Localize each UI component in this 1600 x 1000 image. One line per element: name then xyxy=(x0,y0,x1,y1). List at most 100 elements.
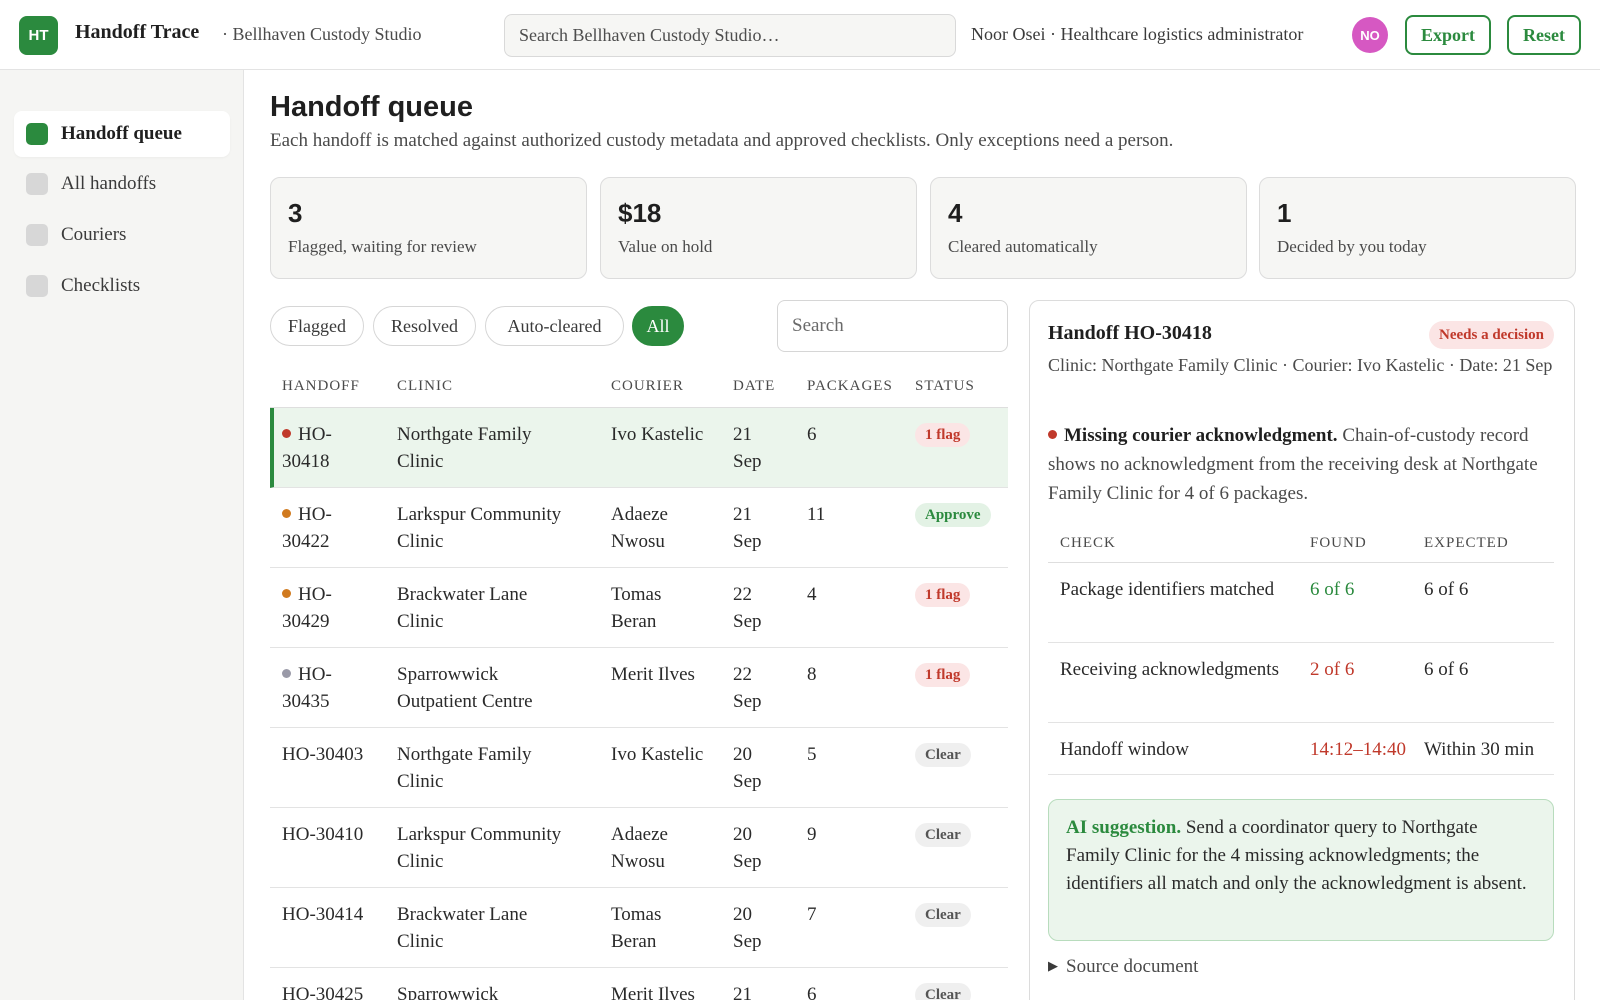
column-header-courier[interactable]: Courier xyxy=(611,378,684,394)
stat-card-flagged: 3 Flagged, waiting for review xyxy=(270,177,587,279)
date-value: 21 xyxy=(733,424,752,445)
courier-name: Ivo Kastelic xyxy=(611,744,704,765)
date-cell: 21 Sep xyxy=(733,501,762,555)
status-badge: 1 flag xyxy=(915,583,971,607)
column-header-check: Check xyxy=(1060,535,1116,551)
date-value: Sep xyxy=(733,771,762,792)
check-found: 2 of 6 xyxy=(1310,659,1355,680)
date-value: 20 xyxy=(733,824,752,845)
table-row[interactable]: HO-30403 Northgate Family Clinic Ivo Kastel… xyxy=(270,728,1008,808)
handoff-id-line: HO- xyxy=(282,581,332,608)
clinic-name: Brackwater Lane xyxy=(397,584,528,605)
sidebar-item-label: Handoff queue xyxy=(61,123,182,144)
reset-button[interactable]: Reset xyxy=(1507,15,1581,55)
handoff-search-input[interactable] xyxy=(777,300,1008,352)
clinic-name: Outpatient Centre xyxy=(397,691,533,712)
filter-flagged[interactable]: Flagged xyxy=(270,306,364,346)
clinic-name: Sparrowwick xyxy=(397,664,499,685)
courier-cell: Adaeze Nwosu xyxy=(611,501,668,555)
app-title: Handoff Trace xyxy=(75,21,200,43)
filter-all[interactable]: All xyxy=(632,306,684,346)
table-row[interactable]: HO- 30435 Sparrowwick Outpatient Centre Meri… xyxy=(270,648,1008,728)
status-badge: Needs a decision xyxy=(1429,321,1554,349)
clinic-name: Northgate Family xyxy=(397,424,532,445)
flag-dot-icon xyxy=(1048,430,1057,439)
check-row: Handoff window 14:12–14:40 Within 30 min xyxy=(1048,723,1554,775)
status-badge: Approve xyxy=(915,503,991,527)
handoff-id-cell: HO- 30418 xyxy=(282,421,332,475)
handoff-id: HO-30410 xyxy=(282,824,364,845)
column-header-status[interactable]: Status xyxy=(915,378,975,394)
clinic-cell: Brackwater Lane Clinic xyxy=(397,581,527,635)
handoff-table: HO- 30418 Northgate Family Clinic Ivo Kastel… xyxy=(270,408,1008,1000)
date-value: 22 xyxy=(733,584,752,605)
courier-cell: Ivo Kastelic xyxy=(611,741,703,768)
handoff-id-cell: HO- 30429 xyxy=(282,581,332,635)
table-row[interactable]: HO- 30429 Brackwater Lane Clinic Tomas Beran 2… xyxy=(270,568,1008,648)
issue-body: Chain-of-custody record shows no acknowl… xyxy=(1048,425,1538,504)
source-document-toggle[interactable]: ▶ Source document xyxy=(1048,956,1198,978)
ai-suggestion: AI suggestion. Send a coordinator query … xyxy=(1048,799,1554,941)
sidebar-item-label: Couriers xyxy=(61,224,127,245)
clinic-name: Clinic xyxy=(397,611,444,632)
handoff-id-cell: HO-30403 xyxy=(282,741,363,768)
status-badge: Clear xyxy=(915,743,971,767)
date-value: Sep xyxy=(733,931,762,952)
date-cell: 20 Sep xyxy=(733,821,762,875)
check-name: Handoff window xyxy=(1060,739,1189,760)
handoff-id-line: HO-30414 xyxy=(282,901,363,928)
date-value: 21 xyxy=(733,984,752,1000)
table-row[interactable]: HO-30410 Larkspur Community Clinic Adaeze Nw… xyxy=(270,808,1008,888)
column-header-date[interactable]: Date xyxy=(733,378,776,394)
stat-value: 1 xyxy=(1277,198,1292,228)
status-badge: Clear xyxy=(915,983,971,1000)
clinic-name: Northgate Family xyxy=(397,744,532,765)
date-value: Sep xyxy=(733,691,762,712)
ai-suggestion-text: Send a coordinator query to Northgate Fa… xyxy=(1066,817,1527,894)
handoff-id-cell: HO-30410 xyxy=(282,821,363,848)
handoff-id-line: HO- xyxy=(282,421,332,448)
check-name: Package identifiers matched xyxy=(1060,579,1275,600)
courier-name: Merit Ilves xyxy=(611,664,695,685)
courier-cell: Ivo Kastelic xyxy=(611,421,703,448)
handoff-id-line: HO- xyxy=(282,501,332,528)
check-name: Receiving acknowledgments xyxy=(1060,659,1279,680)
sidebar-item-couriers[interactable]: Couriers xyxy=(14,212,230,258)
handoff-id: HO- xyxy=(298,584,332,605)
date-value: Sep xyxy=(733,611,762,632)
sidebar-item-checklists[interactable]: Checklists xyxy=(14,263,230,309)
sidebar-item-all-handoffs[interactable]: All handoffs xyxy=(14,161,230,207)
table-row[interactable]: HO-30414 Brackwater Lane Clinic Tomas Beran 2… xyxy=(270,888,1008,968)
column-header-expected: Expected xyxy=(1424,535,1509,551)
check-row: Receiving acknowledgments 2 of 6 6 of 6 xyxy=(1048,643,1554,723)
sidebar-item-handoff-queue[interactable]: Handoff queue xyxy=(14,111,230,157)
app-logo: HT xyxy=(19,16,58,55)
global-search-input[interactable] xyxy=(504,14,956,57)
export-button[interactable]: Export xyxy=(1405,15,1491,55)
clinic-name: Clinic xyxy=(397,851,444,872)
check-expected: 6 of 6 xyxy=(1424,659,1469,680)
date-value: Sep xyxy=(733,451,762,472)
handoff-id: HO- xyxy=(298,664,332,685)
filter-auto-cleared[interactable]: Auto-cleared xyxy=(485,306,624,346)
status-badge: 1 flag xyxy=(915,663,971,687)
avatar[interactable]: NO xyxy=(1352,17,1388,53)
table-row[interactable]: HO- 30422 Larkspur Community Clinic Adaeze Nw… xyxy=(270,488,1008,568)
clinic-name: Clinic xyxy=(397,451,444,472)
date-cell: 21 Sep xyxy=(733,421,762,475)
column-header-found: Found xyxy=(1310,535,1367,551)
column-header-handoff[interactable]: Handoff xyxy=(282,378,360,394)
filter-resolved[interactable]: Resolved xyxy=(373,306,476,346)
packages-cell: 9 xyxy=(807,824,817,845)
check-row: Package identifiers matched 6 of 6 6 of … xyxy=(1048,563,1554,643)
handoff-id: 30418 xyxy=(282,451,330,472)
column-header-clinic[interactable]: Clinic xyxy=(397,378,453,394)
page-title: Handoff queue xyxy=(270,91,473,123)
table-row[interactable]: HO- 30418 Northgate Family Clinic Ivo Kastel… xyxy=(270,408,1008,488)
column-header-packages[interactable]: Packages xyxy=(807,378,893,394)
priority-dot-icon xyxy=(282,429,291,438)
stat-value: 4 xyxy=(948,198,963,228)
check-found: 14:12–14:40 xyxy=(1310,739,1407,760)
packages-cell: 7 xyxy=(807,904,817,925)
table-row[interactable]: HO-30425 Sparrowwick Merit Ilves 21 6 Clear xyxy=(270,968,1008,1000)
